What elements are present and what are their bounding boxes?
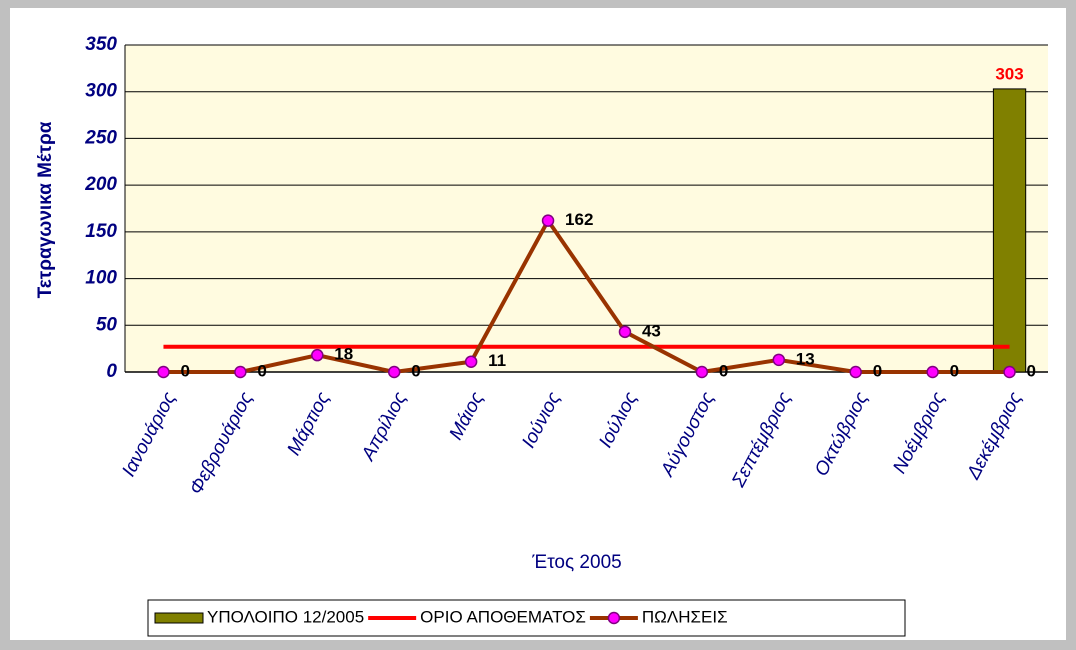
legend-swatch: [154, 612, 204, 624]
y-tick-label: 50: [96, 314, 118, 335]
marker: [1003, 365, 1016, 379]
data-label: 303: [995, 64, 1023, 83]
marker: [311, 348, 324, 362]
data-label: 0: [719, 361, 728, 380]
plot-area: [125, 45, 1048, 372]
data-label: 11: [488, 351, 506, 370]
marker: [772, 353, 786, 367]
marker: [849, 365, 862, 379]
x-axis-title: Έτος 2005: [531, 552, 621, 573]
data-label: 0: [257, 361, 266, 380]
marker: [387, 365, 401, 379]
y-tick-label: 0: [106, 361, 117, 382]
data-label: 43: [642, 321, 661, 340]
line: [163, 216, 1010, 375]
data-label: 13: [796, 349, 815, 368]
bar: [992, 88, 1027, 373]
marker: [926, 365, 939, 379]
data-label: 0: [873, 361, 882, 380]
legend-label: ΟΡΙΟ ΑΠΟΘΕΜΑΤΟΣ: [420, 607, 586, 626]
marker: [541, 214, 555, 227]
marker: [464, 355, 478, 368]
data-label: 0: [950, 361, 959, 380]
legend: [147, 599, 906, 637]
marker: [618, 325, 632, 339]
data-label: 0: [1027, 361, 1036, 380]
y-tick-label: 150: [85, 221, 117, 242]
marker: [234, 365, 247, 379]
legend-marker: [607, 611, 621, 625]
y-tick-label: 200: [84, 174, 117, 195]
legend-label: ΥΠΟΛΟΙΠΟ 12/2005: [207, 607, 364, 626]
data-label: 162: [565, 210, 593, 229]
legend-label: ΠΩΛΗΣΕΙΣ: [642, 607, 728, 626]
y-tick-label: 300: [85, 81, 117, 102]
y-tick-label: 350: [85, 34, 117, 55]
data-label: 0: [411, 361, 420, 380]
y-axis-title: Τετραγωνικα Μέτρα: [35, 121, 56, 298]
y-tick-label: 250: [84, 127, 117, 148]
data-label: 18: [334, 345, 353, 364]
marker: [695, 365, 709, 379]
marker: [157, 365, 170, 379]
data-label: 0: [180, 361, 189, 380]
y-tick-label: 100: [85, 268, 117, 289]
